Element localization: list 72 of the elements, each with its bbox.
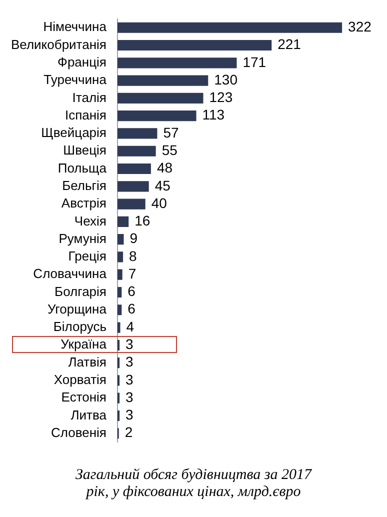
bar <box>117 198 146 210</box>
data-label: 16 <box>134 212 150 229</box>
data-label: 55 <box>162 142 178 158</box>
bar <box>117 40 272 51</box>
y-tick-label: Україна <box>60 336 108 352</box>
y-tick-label: Туреччина <box>44 72 108 88</box>
y-tick-label: Німеччина <box>43 19 108 34</box>
bar <box>117 358 120 368</box>
y-tick-label: Естонія <box>61 390 106 405</box>
data-label: 2 <box>124 424 133 440</box>
bar <box>117 75 208 86</box>
data-label: 221 <box>278 36 302 52</box>
y-tick-label: Бельгія <box>62 178 106 193</box>
y-tick-label: Словенія <box>51 424 106 440</box>
y-tick-label: Іспанія <box>64 107 106 122</box>
bar <box>117 216 129 227</box>
data-label: 8 <box>129 248 138 264</box>
bar <box>117 375 120 386</box>
data-label: 4 <box>126 318 134 334</box>
data-label: 45 <box>154 177 171 194</box>
data-label: 3 <box>126 406 134 423</box>
bar <box>117 252 124 262</box>
data-label: 3 <box>126 371 134 388</box>
bar <box>117 163 151 174</box>
data-label: 9 <box>130 230 138 246</box>
data-label: 3 <box>126 336 134 352</box>
bar <box>117 22 342 33</box>
bar <box>117 234 124 245</box>
bar <box>117 392 120 404</box>
bar <box>117 340 120 350</box>
data-label: 113 <box>202 106 225 123</box>
data-label: 48 <box>156 160 173 176</box>
y-tick-label: Болгарія <box>54 284 106 299</box>
data-label: 3 <box>126 354 134 370</box>
bar <box>117 286 122 298</box>
y-tick-label: Щвейцарія <box>41 125 106 140</box>
data-label: 6 <box>128 300 136 317</box>
y-tick-label: Хорватія <box>54 372 106 388</box>
bar <box>117 92 204 104</box>
bar <box>117 410 120 422</box>
data-label: 123 <box>209 89 233 106</box>
data-label: 57 <box>163 124 180 140</box>
y-tick-label: Греція <box>68 248 106 264</box>
y-tick-label: Угорщина <box>47 301 108 316</box>
bar <box>117 58 237 68</box>
y-tick-label: Литва <box>70 407 108 422</box>
y-tick-label: Австрія <box>61 196 106 211</box>
data-label: 130 <box>214 71 238 88</box>
y-tick-label: Італія <box>72 90 106 105</box>
bar <box>117 110 196 122</box>
bar <box>117 304 122 316</box>
y-tick-label: Білорусь <box>53 319 107 334</box>
y-tick-label: Швеція <box>63 142 106 158</box>
data-label: 6 <box>128 283 136 300</box>
data-label: 7 <box>128 265 136 282</box>
y-tick-label: Латвія <box>68 354 106 370</box>
y-tick-label: Великобританія <box>10 36 106 52</box>
bar <box>117 181 149 192</box>
data-label: 322 <box>348 18 372 34</box>
y-tick-label: Словаччина <box>33 266 108 282</box>
y-tick-label: Чехія <box>74 213 106 228</box>
y-tick-label: Франція <box>58 54 106 70</box>
y-tick-label: Польща <box>58 160 108 176</box>
bar <box>117 322 120 333</box>
bar <box>117 128 158 139</box>
text: Загальний обсяг будівництва за 2017 рік, у фіксованих цінах, млрд.євро <box>74 467 313 501</box>
data-label: 3 <box>126 388 134 405</box>
data-label: 171 <box>242 54 266 70</box>
bar <box>117 146 156 156</box>
data-label: 40 <box>151 194 168 211</box>
y-tick-label: Румунія <box>58 230 106 246</box>
bar <box>117 269 122 280</box>
